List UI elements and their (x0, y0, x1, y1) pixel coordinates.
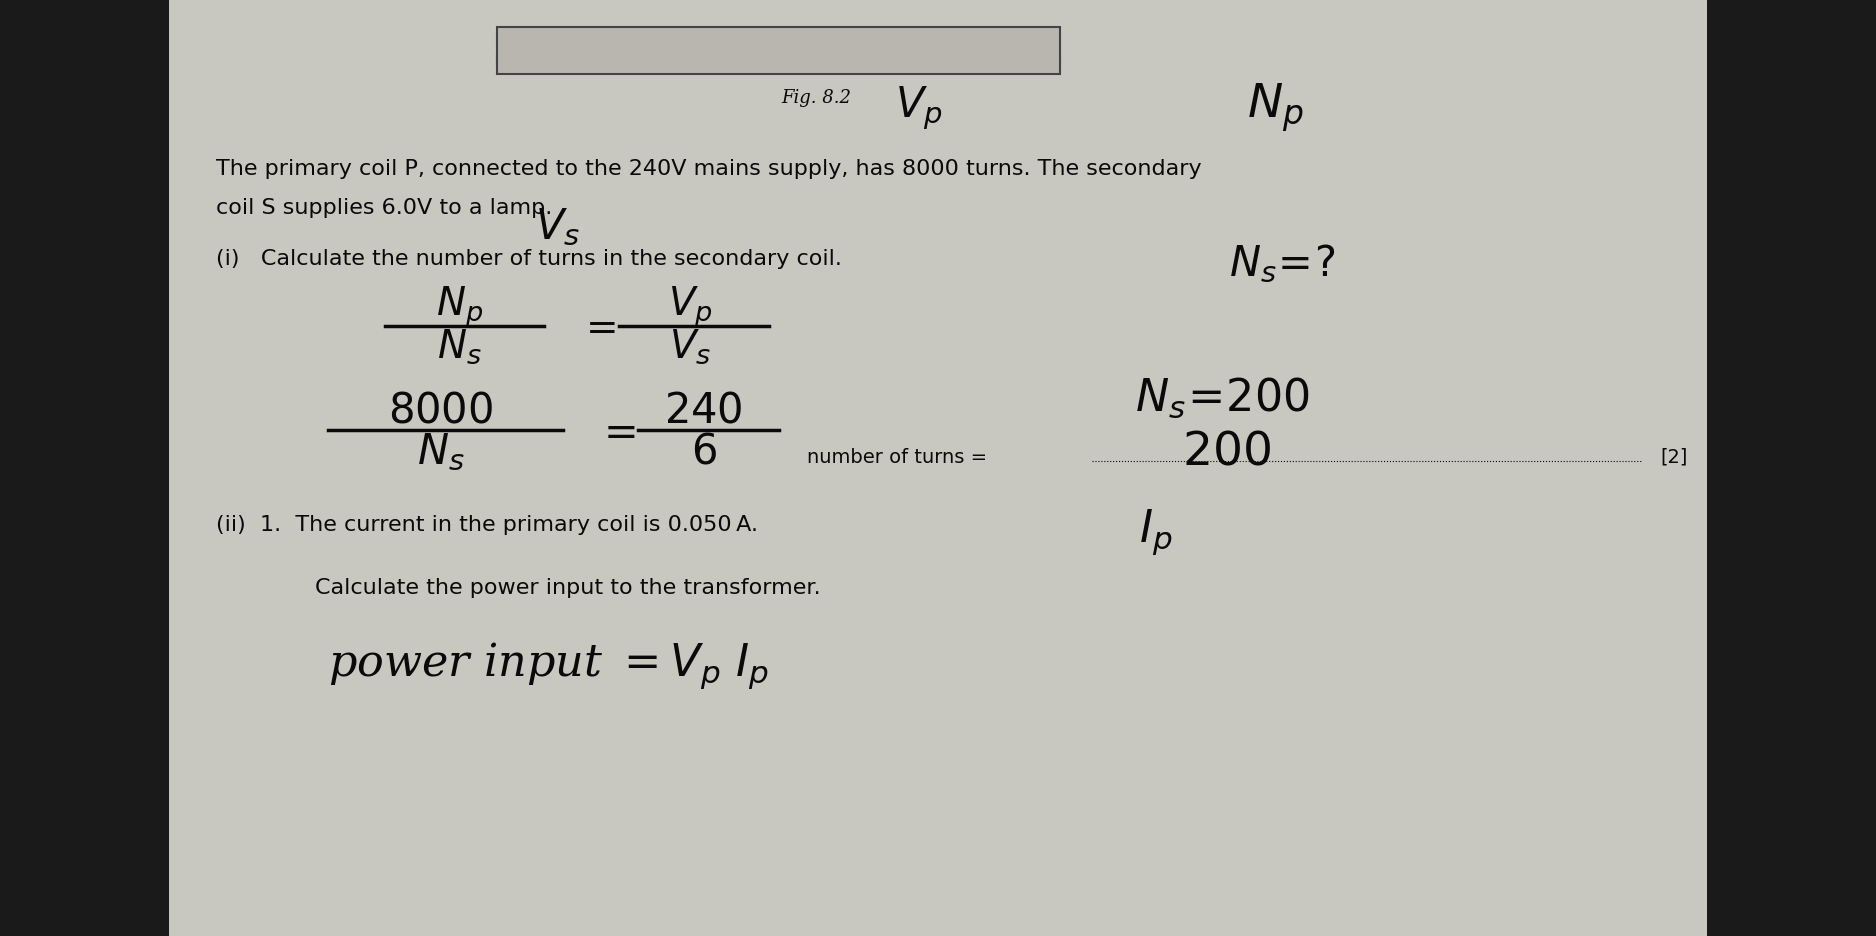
Text: $V_s$: $V_s$ (535, 206, 580, 247)
Text: (i)   Calculate the number of turns in the secondary coil.: (i) Calculate the number of turns in the… (216, 248, 842, 269)
Bar (169, 0, 1707, 936)
Text: $I_p$: $I_p$ (1139, 506, 1172, 557)
Text: (ii)  1.  The current in the primary coil is 0.050 A.: (ii) 1. The current in the primary coil … (216, 514, 758, 534)
Text: $=$: $=$ (578, 308, 615, 345)
Text: $200$: $200$ (1182, 429, 1270, 474)
Text: $=$: $=$ (595, 410, 636, 451)
Text: $240$: $240$ (664, 389, 743, 431)
Text: $8000$: $8000$ (388, 389, 493, 431)
Text: $6$: $6$ (690, 431, 717, 472)
Text: $V_s$: $V_s$ (670, 327, 711, 366)
Text: $V_p$: $V_p$ (895, 84, 944, 131)
Text: $V_p$: $V_p$ (668, 285, 713, 329)
Text: The primary coil P, connected to the 240V mains supply, has 8000 turns. The seco: The primary coil P, connected to the 240… (216, 158, 1201, 179)
Text: coil S supplies 6.0V to a lamp.: coil S supplies 6.0V to a lamp. (216, 197, 552, 218)
Bar (497, 28, 1060, 75)
Text: Fig. 8.2: Fig. 8.2 (780, 89, 852, 108)
Text: number of turns =: number of turns = (807, 447, 992, 466)
Text: $N_s\!=\!200$: $N_s\!=\!200$ (1135, 375, 1309, 420)
Text: Calculate the power input to the transformer.: Calculate the power input to the transfo… (315, 578, 822, 598)
Text: power input $= V_p\ I_p$: power input $= V_p\ I_p$ (328, 639, 769, 690)
Text: $N_s$: $N_s$ (416, 431, 465, 472)
Text: $N_s\!=\!?$: $N_s\!=\!?$ (1229, 242, 1336, 285)
Bar (497, 56, 1060, 66)
Text: $N_p$: $N_p$ (1248, 81, 1304, 134)
Text: $N_p$: $N_p$ (435, 285, 484, 329)
Text: $N_s$: $N_s$ (437, 327, 482, 366)
Text: [2]: [2] (1660, 447, 1688, 466)
